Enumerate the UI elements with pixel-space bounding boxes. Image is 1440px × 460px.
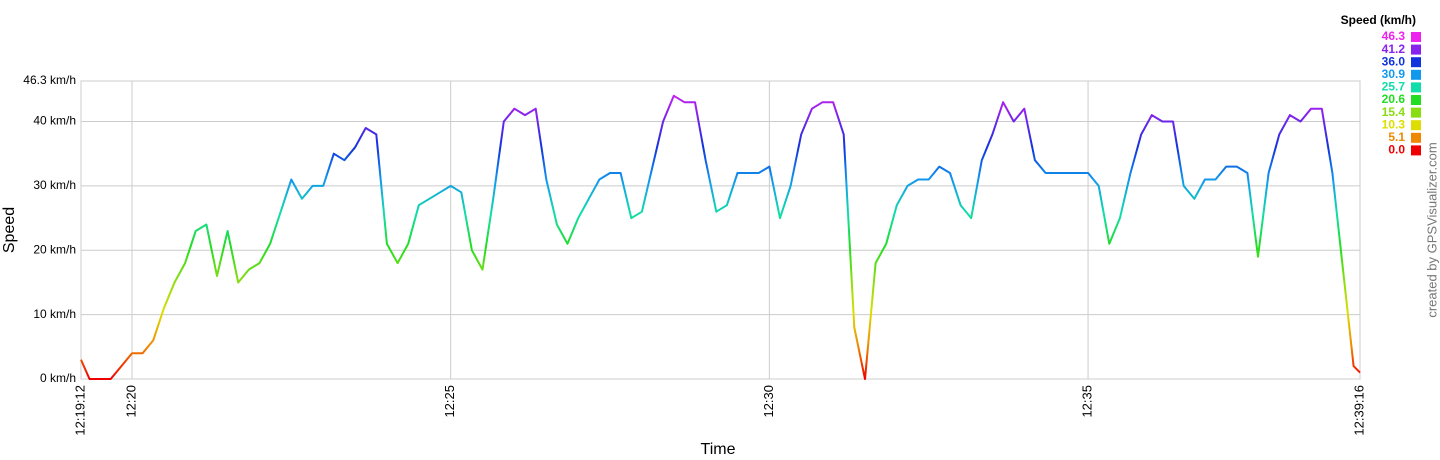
x-tick-label: 12:19:12 (72, 385, 87, 436)
legend-label: 5.1 (1388, 130, 1405, 144)
legend-swatch (1411, 69, 1421, 80)
legend-label: 0.0 (1388, 143, 1405, 157)
x-tick-label: 12:39:16 (1351, 385, 1366, 436)
legend-swatch (1411, 32, 1421, 42)
legend-label: 41.2 (1382, 42, 1406, 56)
credit: created by GPSVisualizer.com (1424, 142, 1439, 317)
legend-title: Speed (km/h) (1341, 13, 1416, 27)
y-tick-label: 10 km/h (33, 307, 76, 321)
legend-label: 10.3 (1382, 117, 1406, 131)
speed-line (80, 94, 1361, 380)
legend-swatch (1411, 95, 1421, 105)
legend-swatch (1411, 145, 1421, 156)
legend-label: 30.9 (1382, 67, 1406, 81)
x-tick-label: 12:35 (1079, 385, 1094, 418)
legend-swatch (1411, 132, 1421, 143)
y-tick-label: 20 km/h (33, 242, 76, 256)
legend-label: 15.4 (1382, 105, 1406, 119)
legend-label: 25.7 (1382, 80, 1406, 94)
legend-swatch (1411, 107, 1421, 118)
x-tick-label: 12:25 (442, 385, 457, 418)
x-axis-label: Time (701, 441, 736, 458)
legend-swatch (1411, 44, 1421, 55)
legend-swatch (1411, 82, 1421, 93)
y-axis-label: Speed (1, 207, 18, 253)
legend-swatch (1411, 57, 1421, 68)
y-tick-label: 46.3 km/h (23, 73, 76, 87)
x-tick-label: 12:20 (123, 385, 138, 418)
legend-label: 46.3 (1382, 29, 1406, 43)
y-tick-label: 0 km/h (40, 371, 76, 385)
legend-label: 20.6 (1382, 92, 1406, 106)
x-tick-label: 12:30 (761, 385, 776, 418)
plot-area (80, 80, 1361, 380)
legend-swatch (1411, 120, 1421, 131)
y-tick-label: 40 km/h (33, 114, 76, 128)
legend-label: 36.0 (1382, 54, 1406, 68)
y-tick-label: 30 km/h (33, 178, 76, 192)
